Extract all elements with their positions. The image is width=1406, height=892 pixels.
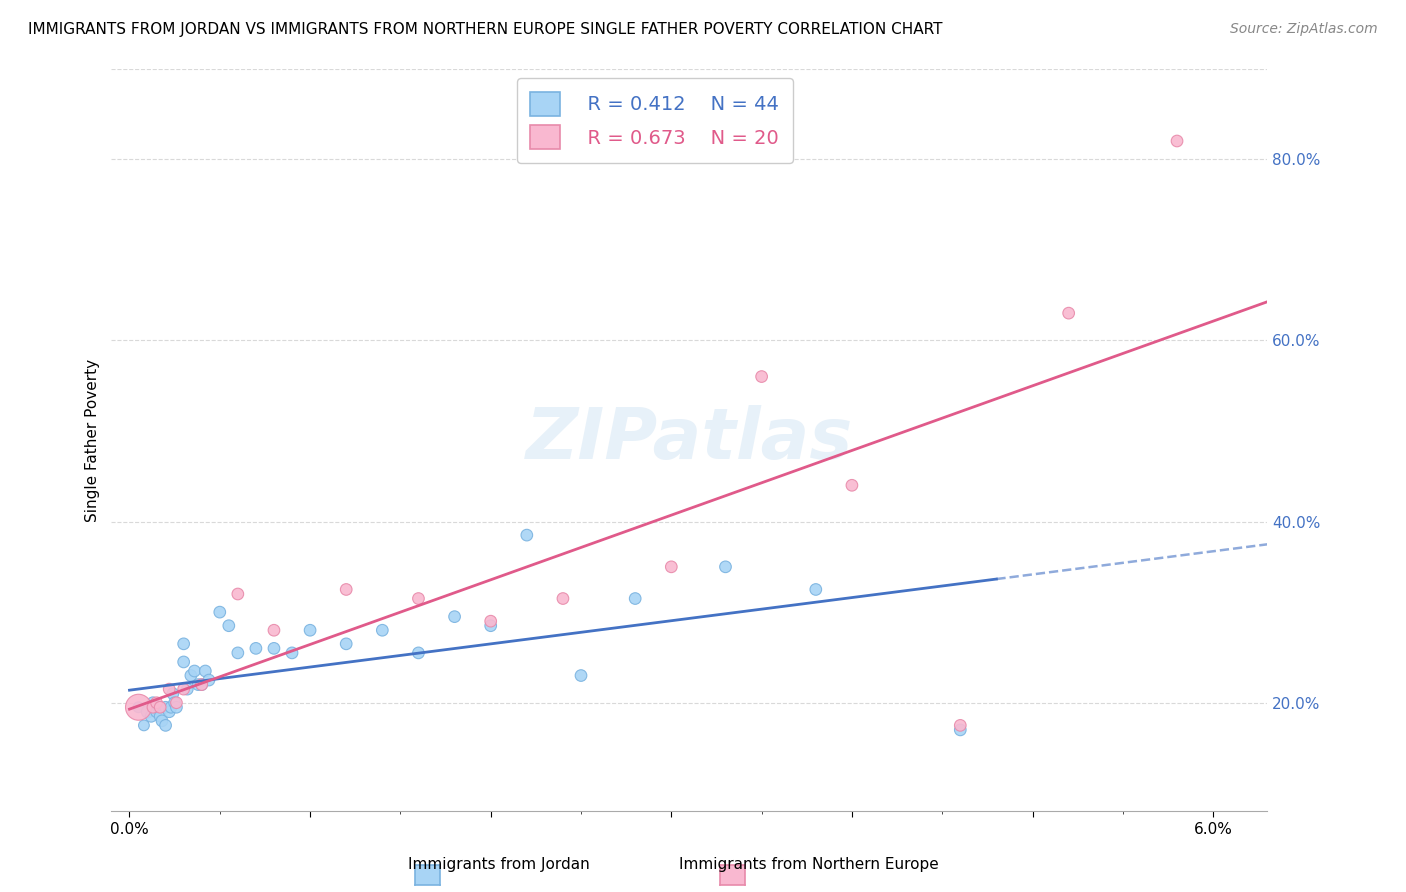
Point <box>751 369 773 384</box>
Point <box>624 591 647 606</box>
Point <box>173 655 195 669</box>
Point <box>165 700 187 714</box>
Text: Immigrants from Northern Europe: Immigrants from Northern Europe <box>679 857 938 872</box>
Point <box>160 700 183 714</box>
Point <box>183 664 205 678</box>
Point <box>226 646 249 660</box>
Point <box>187 677 209 691</box>
Point <box>371 624 394 638</box>
Point <box>155 718 177 732</box>
Point <box>149 700 172 714</box>
Point <box>141 709 163 723</box>
Point <box>408 591 430 606</box>
Point <box>163 696 186 710</box>
Point <box>142 700 165 714</box>
Point <box>281 646 304 660</box>
Point <box>162 687 184 701</box>
Point <box>516 528 538 542</box>
Point <box>145 696 167 710</box>
Point <box>128 700 150 714</box>
Point <box>148 700 170 714</box>
Point <box>198 673 221 687</box>
Point <box>299 624 322 638</box>
Point <box>659 559 682 574</box>
Point <box>218 618 240 632</box>
Point <box>155 700 177 714</box>
Point <box>714 559 737 574</box>
Text: ZIPatlas: ZIPatlas <box>526 406 853 475</box>
Point <box>190 677 212 691</box>
Point <box>551 591 574 606</box>
Legend:   R = 0.412    N = 44,   R = 0.673    N = 20: R = 0.412 N = 44, R = 0.673 N = 20 <box>517 78 793 162</box>
Point <box>479 618 502 632</box>
Point <box>145 705 167 719</box>
Point <box>263 641 285 656</box>
Text: IMMIGRANTS FROM JORDAN VS IMMIGRANTS FROM NORTHERN EUROPE SINGLE FATHER POVERTY : IMMIGRANTS FROM JORDAN VS IMMIGRANTS FRO… <box>28 22 942 37</box>
Y-axis label: Single Father Poverty: Single Father Poverty <box>86 359 100 522</box>
Point <box>335 582 357 597</box>
Point <box>479 614 502 628</box>
Point <box>142 696 165 710</box>
Point <box>132 718 155 732</box>
Point <box>949 723 972 737</box>
Text: Immigrants from Jordan: Immigrants from Jordan <box>408 857 591 872</box>
Point <box>804 582 827 597</box>
Point <box>194 664 217 678</box>
Point <box>208 605 231 619</box>
Point <box>128 700 150 714</box>
Point <box>841 478 863 492</box>
Text: Source: ZipAtlas.com: Source: ZipAtlas.com <box>1230 22 1378 37</box>
Point <box>165 696 187 710</box>
Point <box>335 637 357 651</box>
Point <box>569 668 592 682</box>
Point <box>1166 134 1188 148</box>
Point <box>1057 306 1080 320</box>
Point <box>150 714 173 728</box>
Point <box>143 700 166 714</box>
Point <box>180 668 202 682</box>
Point <box>157 682 180 697</box>
Point <box>245 641 267 656</box>
Point <box>173 637 195 651</box>
Point <box>173 682 195 697</box>
Point <box>149 709 172 723</box>
Point <box>157 705 180 719</box>
Point <box>443 609 465 624</box>
Point <box>263 624 285 638</box>
Point <box>176 682 198 697</box>
Point <box>136 705 159 719</box>
Point <box>190 677 212 691</box>
Point <box>408 646 430 660</box>
Point <box>226 587 249 601</box>
Point <box>949 718 972 732</box>
